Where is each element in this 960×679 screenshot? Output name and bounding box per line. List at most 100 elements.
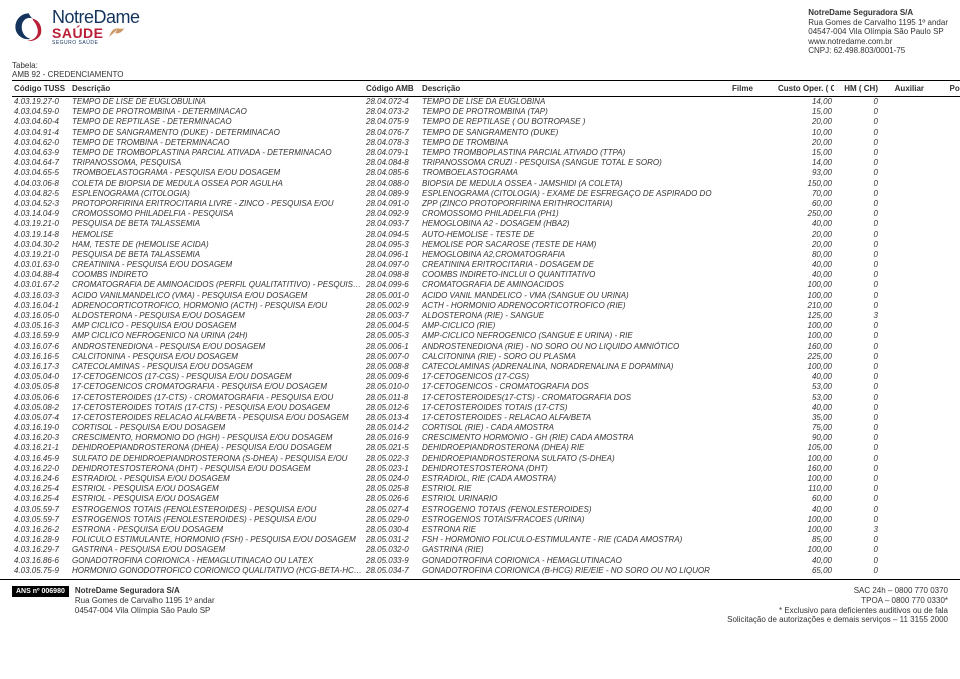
cell-desc2: TEMPO TROMBOPLASTINA PARCIAL ATIVADO (TT… <box>420 148 730 158</box>
cell-custo: 60,00 <box>776 198 834 208</box>
cell-filme <box>730 402 776 412</box>
cell-desc1: 17-CETOSTEROIDES (17-CTS) - CROMATOGRAFI… <box>70 392 364 402</box>
cell-amb: 28.05.016-9 <box>364 433 420 443</box>
cell-porte: 0 <box>926 331 960 341</box>
cell-tuss: 4.03.19.21-0 <box>12 219 70 229</box>
cell-filme <box>730 239 776 249</box>
cell-tuss: 4.03.16.20-3 <box>12 433 70 443</box>
cell-porte: 0 <box>926 392 960 402</box>
footer-company-name: NotreDame Seguradora S/A <box>75 586 215 596</box>
cell-tuss: 4.03.16.86-6 <box>12 555 70 565</box>
cell-filme <box>730 463 776 473</box>
table-row: 4.03.05.07-417-CETOSTEROIDES RELACAO ALF… <box>12 412 960 422</box>
cell-desc2: COOMBS INDIRETO-INCLUI O QUANTITATIVO <box>420 270 730 280</box>
cell-desc1: TEMPO DE REPTILASE - DETERMINACAO <box>70 117 364 127</box>
cell-hm: 0 <box>834 229 880 239</box>
table-row: 4.03.16.20-3CRESCIMENTO, HORMONIO DO (HG… <box>12 433 960 443</box>
cell-aux <box>880 229 926 239</box>
cell-porte: 0 <box>926 219 960 229</box>
cell-aux <box>880 96 926 107</box>
cell-tuss: 4.03.04.59-0 <box>12 107 70 117</box>
cell-amb: 28.05.002-9 <box>364 300 420 310</box>
table-row: 4.03.16.86-6 GONADOTROFINA CORIONICA - HE… <box>12 555 960 565</box>
cell-filme <box>730 137 776 147</box>
company-address2: 04547-004 Vila Olímpia São Paulo SP <box>808 27 948 37</box>
cell-aux <box>880 260 926 270</box>
cell-custo: 20,00 <box>776 229 834 239</box>
cell-amb: 28.04.089-9 <box>364 188 420 198</box>
cell-filme <box>730 504 776 514</box>
cell-tuss: 4.03.19.21-0 <box>12 249 70 259</box>
table-row: 4.03.04.60-4TEMPO DE REPTILASE - DETERMI… <box>12 117 960 127</box>
cell-hm: 0 <box>834 168 880 178</box>
cell-tuss: 4.03.04.64-7 <box>12 158 70 168</box>
cell-custo: 160,00 <box>776 341 834 351</box>
table-row: 4.03.05.06-617-CETOSTEROIDES (17-CTS) - … <box>12 392 960 402</box>
table-body: 4.03.19.27-0TEMPO DE LISE DE EUGLOBULINA… <box>12 96 960 575</box>
cell-tuss: 4.03.05.16-3 <box>12 321 70 331</box>
cell-custo: 60,00 <box>776 494 834 504</box>
cell-desc1: TEMPO DE TROMBINA - DETERMINACAO <box>70 137 364 147</box>
cell-desc1: TEMPO DE PROTROMBINA - DETERMINACAO <box>70 107 364 117</box>
cell-hm: 0 <box>834 260 880 270</box>
table-row: 4.03.16.22-0DEHIDROTESTOSTERONA (DHT) - … <box>12 463 960 473</box>
cell-desc2: 17-CETOSTEROIDES - RELACAO ALFA/BETA <box>420 412 730 422</box>
cell-desc2: CORTISOL (RIE) - CADA AMOSTRA <box>420 423 730 433</box>
company-site: www.notredame.com.br <box>808 37 948 47</box>
tabela-label: Tabela: AMB 92 - CREDENCIAMENTO <box>0 62 960 80</box>
cell-tuss: 4.03.05.08-2 <box>12 402 70 412</box>
cell-porte: 0 <box>926 361 960 371</box>
cell-hm: 0 <box>834 402 880 412</box>
cell-desc2: ESTRIOL URINARIO <box>420 494 730 504</box>
cell-custo: 20,00 <box>776 137 834 147</box>
cell-tuss: 4.03.05.04-0 <box>12 372 70 382</box>
cell-amb: 28.04.093-7 <box>364 219 420 229</box>
cell-porte: 0 <box>926 209 960 219</box>
cell-desc1: TEMPO DE SANGRAMENTO (DUKE) - DETERMINAC… <box>70 127 364 137</box>
cell-hm: 0 <box>834 158 880 168</box>
footer-addr2: 04547-004 Vila Olímpia São Paulo SP <box>75 606 215 616</box>
cell-aux <box>880 351 926 361</box>
cell-tuss: 4.03.05.59-7 <box>12 504 70 514</box>
cell-porte: 0 <box>926 239 960 249</box>
cell-desc2: DEHIDROTESTOSTERONA (DHT) <box>420 463 730 473</box>
cell-filme <box>730 372 776 382</box>
cell-amb: 28.04.095-3 <box>364 239 420 249</box>
table-row: 4.03.16.04-1ADRENOCORTICOTROFICO, HORMON… <box>12 300 960 310</box>
cell-amb: 28.05.030-4 <box>364 524 420 534</box>
cell-tuss: 4.03.16.22-0 <box>12 463 70 473</box>
cell-filme <box>730 443 776 453</box>
cell-aux <box>880 433 926 443</box>
cell-desc1: ESTRONA - PESQUISA E/OU DOSAGEM <box>70 524 364 534</box>
cell-hm: 0 <box>834 443 880 453</box>
cell-desc2: GONADOTROFINA CORIONICA - HEMAGLUTINACAO <box>420 555 730 565</box>
table-row: 4.03.04.82-5ESPLENOGRAMA (CITOLOGIA)28.0… <box>12 188 960 198</box>
cell-hm: 0 <box>834 433 880 443</box>
cell-filme <box>730 524 776 534</box>
cell-porte: 0 <box>926 494 960 504</box>
cell-desc2: ESTRONA RIE <box>420 524 730 534</box>
cell-amb: 28.05.009-6 <box>364 372 420 382</box>
cell-filme <box>730 433 776 443</box>
cell-desc1: AMP CICLICO - PESQUISA E/OU DOSAGEM <box>70 321 364 331</box>
cell-amb: 28.05.007-0 <box>364 351 420 361</box>
cell-porte: 0 <box>926 433 960 443</box>
cell-custo: 75,00 <box>776 423 834 433</box>
cell-custo: 100,00 <box>776 361 834 371</box>
cell-desc2: CRESCIMENTO HORMONIO - GH (RIE) CADA AMO… <box>420 433 730 443</box>
cell-custo: 40,00 <box>776 372 834 382</box>
cell-amb: 28.05.004-5 <box>364 321 420 331</box>
cell-desc2: 17-CETOGENICOS - CROMATOGRAFIA DOS <box>420 382 730 392</box>
cell-filme <box>730 96 776 107</box>
cell-hm: 0 <box>834 239 880 249</box>
cell-hm: 0 <box>834 300 880 310</box>
cell-tuss: 4.03.04.60-4 <box>12 117 70 127</box>
cell-desc1: ESPLENOGRAMA (CITOLOGIA) <box>70 188 364 198</box>
cell-tuss: 4.03.04.52-3 <box>12 198 70 208</box>
cell-aux <box>880 341 926 351</box>
cell-amb: 28.05.026-6 <box>364 494 420 504</box>
cell-custo: 65,00 <box>776 565 834 575</box>
cell-porte: 0 <box>926 249 960 259</box>
cell-aux <box>880 443 926 453</box>
col-custo: Custo Oper. ( CH) <box>776 80 834 96</box>
